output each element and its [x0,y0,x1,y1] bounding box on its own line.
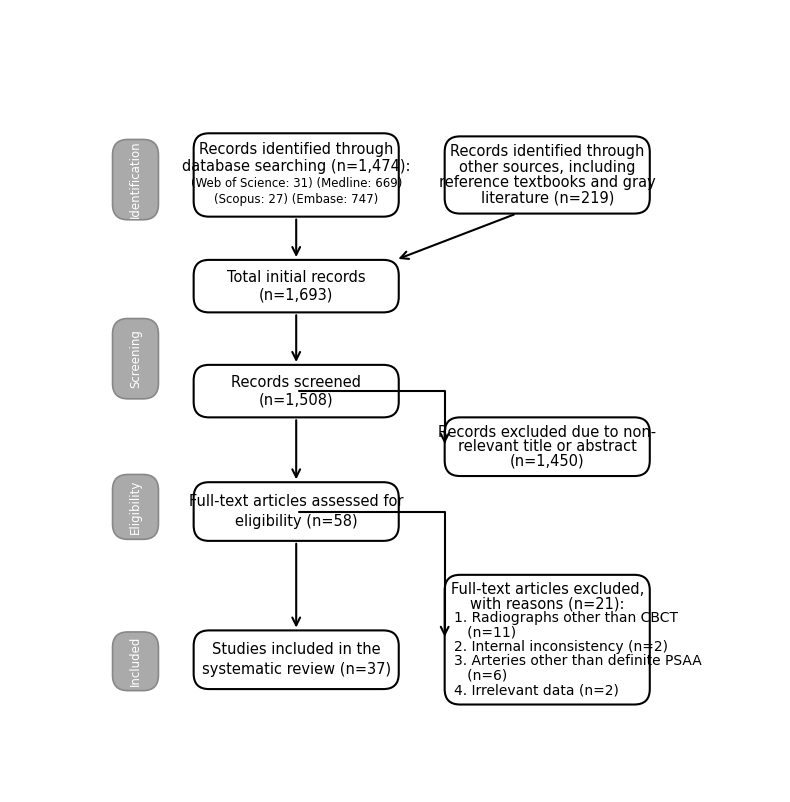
FancyBboxPatch shape [194,630,399,689]
Text: database searching (n=1,474):: database searching (n=1,474): [182,159,411,174]
FancyBboxPatch shape [112,475,159,539]
Text: systematic review (n=37): systematic review (n=37) [201,662,391,677]
Text: Full-text articles assessed for: Full-text articles assessed for [189,494,404,509]
Text: Studies included in the: Studies included in the [212,642,381,658]
FancyBboxPatch shape [445,575,649,704]
Text: Records screened: Records screened [231,375,361,390]
Text: 1. Radiographs other than CBCT: 1. Radiographs other than CBCT [453,611,678,625]
FancyBboxPatch shape [112,140,159,220]
Text: (n=1,693): (n=1,693) [259,287,333,302]
FancyBboxPatch shape [112,632,159,691]
Text: Included: Included [129,636,142,687]
FancyBboxPatch shape [194,133,399,217]
Text: Records excluded due to non-: Records excluded due to non- [438,424,656,439]
FancyBboxPatch shape [112,318,159,399]
Text: 3. Arteries other than definite PSAA: 3. Arteries other than definite PSAA [453,654,702,668]
Text: (Scopus: 27) (Embase: 747): (Scopus: 27) (Embase: 747) [214,193,378,206]
Text: literature (n=219): literature (n=219) [480,191,614,205]
Text: Full-text articles excluded,: Full-text articles excluded, [450,581,644,597]
Text: (n=1,450): (n=1,450) [510,454,585,469]
Text: with reasons (n=21):: with reasons (n=21): [470,596,624,611]
Text: (n=6): (n=6) [453,669,507,683]
Text: Identification: Identification [129,141,142,218]
Text: 4. Irrelevant data (n=2): 4. Irrelevant data (n=2) [453,683,619,697]
Text: Records identified through: Records identified through [199,143,393,157]
Text: (Web of Science: 31) (Medline: 669): (Web of Science: 31) (Medline: 669) [190,176,402,190]
Text: Screening: Screening [129,330,142,388]
Text: Eligibility: Eligibility [129,480,142,534]
Text: 2. Internal inconsistency (n=2): 2. Internal inconsistency (n=2) [453,640,668,654]
FancyBboxPatch shape [445,136,649,213]
Text: Records identified through: Records identified through [450,144,645,160]
FancyBboxPatch shape [194,482,399,541]
Text: (n=1,508): (n=1,508) [259,392,333,407]
Text: Total initial records: Total initial records [227,270,366,285]
FancyBboxPatch shape [194,260,399,313]
Text: relevant title or abstract: relevant title or abstract [457,439,637,454]
FancyBboxPatch shape [445,417,649,476]
Text: eligibility (n=58): eligibility (n=58) [235,514,358,529]
Text: reference textbooks and gray: reference textbooks and gray [439,175,656,190]
Text: other sources, including: other sources, including [459,160,635,175]
FancyBboxPatch shape [194,365,399,417]
Text: (n=11): (n=11) [453,626,516,639]
